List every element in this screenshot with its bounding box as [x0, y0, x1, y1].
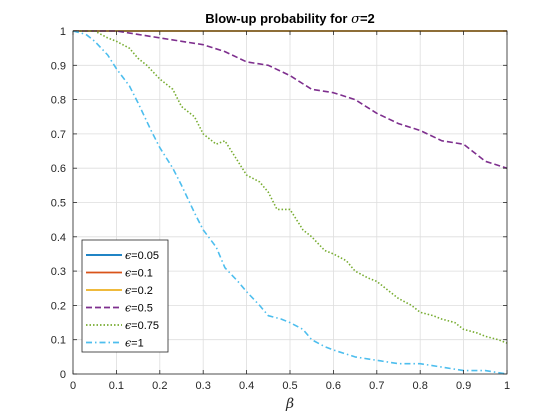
y-tick-label: 0.8 [51, 95, 66, 107]
chart-title-symbol: σ [351, 12, 361, 27]
legend-value: =0.5 [131, 303, 153, 315]
legend: ϵ=0.05ϵ=0.1ϵ=0.2ϵ=0.5ϵ=0.75ϵ=1 [81, 239, 169, 353]
legend-value: =0.05 [131, 250, 159, 262]
x-tick-label: 1 [504, 380, 510, 392]
y-tick-label: 0.4 [51, 232, 66, 244]
legend-label-5: ϵ=1 [125, 337, 144, 350]
series-line-5 [72, 30, 508, 375]
y-tick-label: 0.5 [51, 198, 66, 210]
x-tick-label: 0.8 [413, 380, 428, 392]
y-tick-labels: 0 0.1 0.2 0.3 0.4 0.5 0.6 0.7 0.8 0.9 1 [51, 26, 66, 381]
legend-value: =0.75 [131, 320, 159, 332]
legend-label-3: ϵ=0.5 [125, 302, 153, 315]
ticks [72, 30, 508, 375]
y-tick-label: 0.6 [51, 163, 66, 175]
legend-label-1: ϵ=0.1 [125, 267, 153, 280]
x-tick-label: 0.2 [152, 380, 167, 392]
y-tick-label: 1 [60, 26, 66, 38]
x-tick-label: 0.5 [282, 380, 297, 392]
x-tick-label: 0.6 [326, 380, 341, 392]
legend-symbol: ϵ [125, 319, 131, 332]
x-axis-label: β [285, 396, 294, 412]
legend-box [81, 239, 169, 353]
legend-symbol: ϵ [125, 302, 131, 315]
y-tick-label: 0.9 [51, 60, 66, 72]
legend-symbol: ϵ [125, 267, 131, 280]
legend-symbol: ϵ [125, 337, 131, 350]
x-tick-label: 0.9 [456, 380, 471, 392]
y-tick-label: 0.1 [51, 335, 66, 347]
x-tick-label: 0.3 [196, 380, 211, 392]
series-line-3 [73, 30, 508, 169]
x-tick-label: 0.7 [369, 380, 384, 392]
y-tick-label: 0 [60, 369, 66, 381]
legend-label-0: ϵ=0.05 [125, 249, 159, 262]
legend-symbol: ϵ [125, 249, 131, 262]
x-tick-label: 0 [70, 380, 76, 392]
x-tick-labels: 0 0.1 0.2 0.3 0.4 0.5 0.6 0.7 0.8 0.9 1 [70, 380, 510, 392]
y-tick-label: 0.3 [51, 266, 66, 278]
legend-items: ϵ=0.05ϵ=0.1ϵ=0.2ϵ=0.5ϵ=0.75ϵ=1 [86, 249, 159, 350]
legend-symbol: ϵ [125, 284, 131, 297]
chart-title-prefix: Blow-up probability for [205, 11, 351, 26]
legend-value: =0.1 [131, 268, 153, 280]
legend-value: =1 [131, 338, 144, 350]
x-tick-label: 0.1 [109, 380, 124, 392]
y-tick-label: 0.2 [51, 300, 66, 312]
y-tick-label: 0.7 [51, 129, 66, 141]
chart-title-suffix: =2 [360, 11, 375, 26]
legend-label-4: ϵ=0.75 [125, 319, 159, 332]
legend-label-2: ϵ=0.2 [125, 284, 153, 297]
x-tick-label: 0.4 [239, 380, 254, 392]
chart-title: Blow-up probability for σ=2 [205, 11, 375, 27]
legend-value: =0.2 [131, 285, 153, 297]
